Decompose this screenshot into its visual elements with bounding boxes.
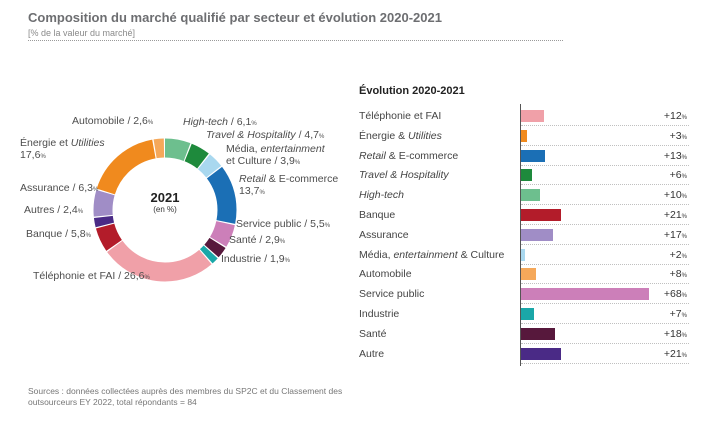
evolution-value-label: +10% — [663, 189, 687, 202]
donut-label-travel-hospitality: Travel & Hospitality / 4,7% — [206, 129, 325, 141]
donut-label-media-entertainment-et-culture: Média, entertainment et Culture / 3,9% — [226, 143, 325, 167]
evolution-value-label: +7% — [669, 308, 687, 320]
donut-label-high-tech: High-tech / 6,1% — [183, 116, 257, 128]
evolution-category-label: Retail & E-commerce — [359, 149, 459, 162]
evolution-value-label: +8% — [669, 268, 687, 281]
donut-label-retail-e-commerce: Retail & E-commerce 13,7% — [239, 173, 339, 197]
evolution-row-industrie: Industrie +7% — [359, 305, 689, 324]
evolution-category-label: Service public — [359, 288, 425, 301]
evolution-row-assurance: Assurance +17% — [359, 226, 689, 245]
evolution-value-label: +18% — [663, 327, 687, 340]
evolution-row-service-public: Service public +68% — [359, 285, 689, 305]
evolution-category-label: Assurance — [359, 228, 409, 241]
evolution-row-media-entertainment-culture: Média, entertainment & Culture +2% — [359, 246, 689, 265]
donut-slice-assurance — [93, 138, 237, 282]
donut-chart — [93, 138, 237, 282]
evolution-row-telephonie-et-fai: Téléphonie et FAI +12% — [359, 107, 689, 126]
donut-slice-high-tech — [93, 138, 237, 282]
donut-label-service-public: Service public / 5,5% — [236, 218, 331, 230]
evolution-row-retail-e-commerce: Retail & E-commerce +13% — [359, 147, 689, 166]
row-divider — [521, 184, 689, 186]
evolution-row-energie-utilities: Énergie & Utilities +3% — [359, 127, 689, 146]
evolution-value-label: +17% — [663, 228, 687, 241]
donut-center-year: 2021 — [150, 190, 180, 205]
evolution-bar-travel-hospitality — [521, 169, 533, 182]
evolution-value-label: +13% — [663, 149, 687, 162]
evolution-bar-autre — [521, 347, 561, 360]
evolution-value-label: +21% — [663, 209, 687, 221]
donut-label-energie-et-utilities: Énergie et Utilities 17,6% — [20, 137, 105, 161]
evolution-category-label: Industrie — [359, 308, 400, 320]
row-divider — [521, 204, 689, 206]
evolution-category-label: Travel & Hospitality — [359, 169, 449, 182]
evolution-bar-industrie — [521, 308, 535, 320]
evolution-bar-retail-e-commerce — [521, 149, 546, 162]
evolution-bar-energie-utilities — [521, 129, 527, 142]
evolution-value-label: +6% — [669, 169, 687, 182]
evolution-value-label: +3% — [669, 129, 687, 142]
row-divider — [521, 125, 689, 126]
donut-slice-telephonie-et-fai — [93, 138, 237, 282]
evolution-category-label: Énergie & Utilities — [359, 129, 442, 142]
evolution-category-label: Téléphonie et FAI — [359, 110, 442, 122]
evolution-bar-telephonie-et-fai — [521, 110, 544, 122]
chart-subtitle: [% de la valeur du marché] — [28, 28, 136, 38]
donut-label-sante: Santé / 2,9% — [229, 234, 286, 246]
row-divider — [521, 362, 689, 364]
row-divider — [521, 323, 689, 324]
evolution-row-banque: Banque +21% — [359, 206, 689, 225]
evolution-category-label: Média, entertainment & Culture — [359, 248, 505, 261]
row-divider — [521, 283, 689, 285]
evolution-row-high-tech: High-tech +10% — [359, 186, 689, 206]
donut-label-autres: Autres / 2,4% — [24, 204, 84, 216]
evolution-value-label: +2% — [669, 248, 687, 261]
evolution-row-automobile: Automobile +8% — [359, 265, 689, 285]
donut-slice-retail-e-commerce — [93, 138, 237, 282]
row-divider — [521, 243, 689, 245]
chart-title: Composition du marché qualifié par secte… — [28, 10, 442, 25]
evolution-bar-banque — [521, 209, 561, 221]
evolution-row-autre: Autre +21% — [359, 345, 689, 364]
evolution-category-label: Banque — [359, 209, 396, 221]
title-divider — [28, 40, 563, 41]
evolution-category-label: High-tech — [359, 189, 404, 202]
row-divider — [521, 164, 689, 166]
donut-center-unit: (en %) — [153, 205, 177, 214]
evolution-category-label: Santé — [359, 327, 387, 340]
donut-label-assurance: Assurance / 6,3% — [20, 182, 99, 194]
donut-label-automobile: Automobile / 2,6% — [72, 115, 154, 127]
evolution-row-sante: Santé +18% — [359, 325, 689, 344]
evolution-axis — [520, 104, 521, 366]
evolution-bar-service-public — [521, 288, 649, 301]
donut-center: 2021 (en %) — [130, 190, 200, 214]
evolution-bar-assurance — [521, 228, 553, 241]
source-note: Sources : données collectées auprès des … — [28, 386, 343, 407]
evolution-value-label: +68% — [663, 288, 687, 301]
evolution-row-travel-hospitality: Travel & Hospitality +6% — [359, 166, 689, 186]
evolution-title: Évolution 2020-2021 — [359, 85, 465, 97]
evolution-category-label: Autre — [359, 347, 385, 360]
evolution-bar-media-entertainment-culture — [521, 248, 525, 261]
donut-label-banque: Banque / 5,8% — [26, 228, 91, 240]
row-divider — [521, 263, 689, 265]
evolution-value-label: +12% — [663, 110, 687, 122]
evolution-value-label: +21% — [663, 347, 687, 360]
row-divider — [521, 342, 689, 344]
evolution-bar-sante — [521, 327, 555, 340]
evolution-bar-high-tech — [521, 189, 540, 202]
row-divider — [521, 303, 689, 305]
evolution-category-label: Automobile — [359, 268, 412, 281]
row-divider — [521, 144, 689, 146]
donut-label-telephonie-et-fai: Téléphonie et FAI / 26,6% — [33, 270, 150, 282]
row-divider — [521, 224, 689, 225]
evolution-bar-automobile — [521, 268, 537, 281]
donut-label-industrie: Industrie / 1,9% — [221, 253, 290, 265]
